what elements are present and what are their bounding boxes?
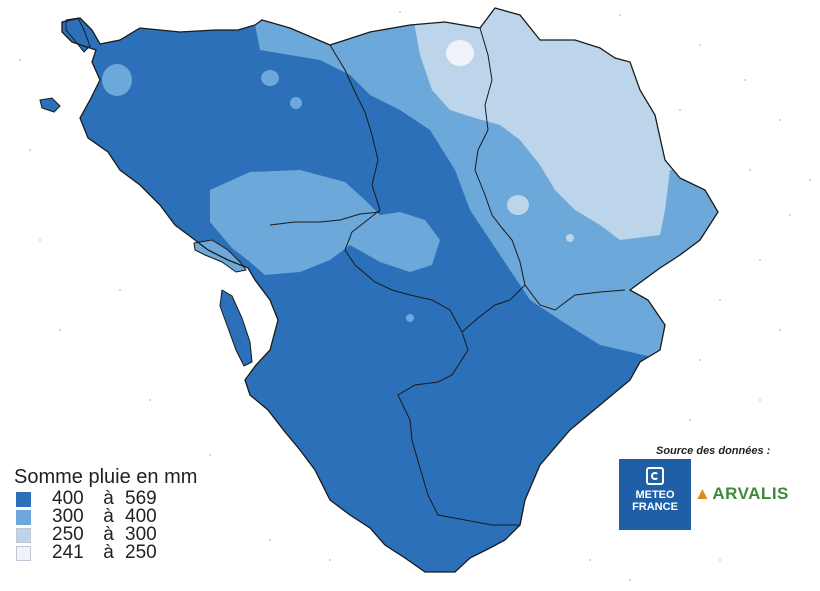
region-outline bbox=[61, 7, 719, 573]
background-dots bbox=[19, 11, 811, 581]
department-border-vendee-maine bbox=[329, 44, 463, 333]
meteo-france-emblem-icon bbox=[646, 467, 664, 485]
meteo-france-logo: METEO FRANCE bbox=[619, 459, 691, 530]
spot-250-300-e bbox=[566, 234, 574, 242]
legend-from: 400 bbox=[52, 488, 84, 509]
legend-title: Somme pluie en mm bbox=[14, 466, 198, 488]
map-legend: Somme pluie en mm 400 à 569 300 à 400 25… bbox=[14, 466, 197, 562]
department-border-charente bbox=[461, 284, 526, 333]
department-border-vendee-coast bbox=[269, 211, 381, 226]
legend-swatch bbox=[16, 545, 31, 561]
arvalis-leaf-icon: ▲ bbox=[694, 484, 712, 503]
band-241-250-spot bbox=[446, 40, 474, 66]
source-label: Source des données : bbox=[656, 445, 771, 457]
department-border-charente-maritime bbox=[397, 331, 520, 526]
spot-250-300-d bbox=[507, 195, 529, 215]
legend-to: 300 bbox=[125, 524, 157, 545]
island-small-west bbox=[39, 97, 61, 113]
meteo-france-line1: METEO bbox=[635, 489, 675, 501]
legend-item: 300 à 400 bbox=[14, 506, 197, 527]
meteo-france-line2: FRANCE bbox=[632, 501, 678, 513]
legend-to: 250 bbox=[125, 542, 157, 563]
spot-300-400-c bbox=[290, 97, 302, 109]
legend-swatch bbox=[16, 491, 31, 507]
legend-to: 569 bbox=[125, 488, 157, 509]
spot-300-400-a bbox=[102, 64, 132, 96]
island-noirmoutier-north bbox=[65, 17, 91, 53]
legend-sep: à bbox=[103, 524, 114, 545]
spot-300-400-f bbox=[406, 314, 414, 322]
legend-item: 400 à 569 bbox=[14, 488, 197, 509]
spot-300-400-b bbox=[261, 70, 279, 86]
band-300-400-centre-west bbox=[210, 170, 440, 275]
legend-to: 400 bbox=[125, 506, 157, 527]
legend-swatch bbox=[16, 509, 31, 525]
legend-sep: à bbox=[103, 542, 114, 563]
island-oleron bbox=[219, 289, 253, 367]
department-border-deux-sevres-vienne bbox=[474, 27, 626, 311]
legend-from: 241 bbox=[52, 542, 84, 563]
legend-from: 250 bbox=[52, 524, 84, 545]
legend-sep: à bbox=[103, 506, 114, 527]
legend-swatch bbox=[16, 527, 31, 543]
legend-sep: à bbox=[103, 488, 114, 509]
arvalis-logo: ▲ARVALIS bbox=[694, 484, 789, 504]
legend-item: 250 à 300 bbox=[14, 524, 197, 545]
legend-from: 300 bbox=[52, 506, 84, 527]
legend-item: 241 à 250 bbox=[14, 542, 197, 563]
arvalis-text: ARVALIS bbox=[712, 484, 789, 503]
